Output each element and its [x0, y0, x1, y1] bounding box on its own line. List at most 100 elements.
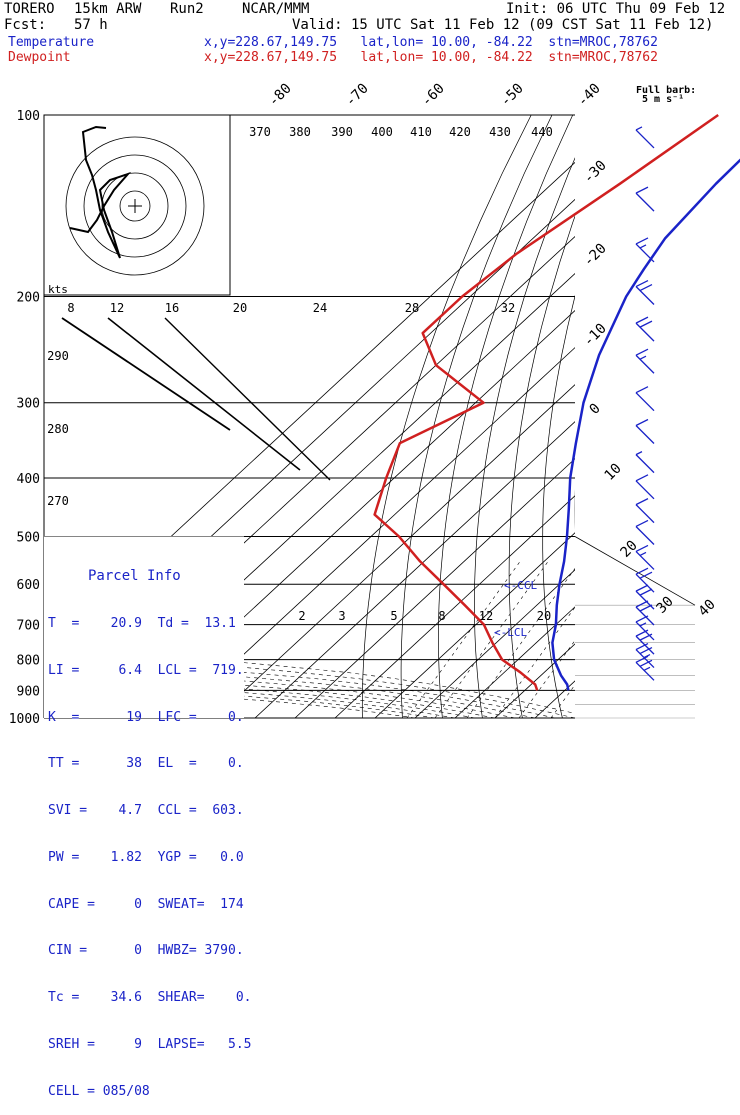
theta-label: 440 — [531, 125, 553, 139]
parcel-info-row: SVI = 4.7 CCL = 603. — [48, 803, 244, 819]
parcel-info-row: PW = 1.82 YGP = 0.0 — [48, 849, 244, 865]
dewpoint-legend: Dewpoint — [8, 50, 71, 65]
wind-barb-flag — [635, 615, 649, 623]
pressure-tick-label: 200 — [17, 291, 40, 306]
theta-label: 410 — [410, 125, 432, 139]
isotherm-line — [534, 680, 575, 718]
isotherm-tick-label: -60 — [419, 81, 448, 110]
hodograph-speed-label: 8 — [67, 301, 74, 315]
theta-label: 290 — [47, 349, 69, 363]
wind-barb-staff — [635, 606, 655, 626]
wind-barb — [635, 126, 655, 149]
theta-label: 270 — [47, 494, 69, 508]
pressure-tick-label: 300 — [17, 397, 40, 412]
moist-adiabat-line — [44, 653, 556, 718]
isotherm-tick-label: 10 — [602, 461, 625, 484]
dewpoint-profile-line — [373, 113, 719, 691]
pressure-tick-label: 800 — [17, 654, 40, 669]
wind-barb-staff — [635, 192, 655, 212]
wind-barb-flag — [639, 283, 653, 292]
isotherm-line — [574, 717, 575, 718]
wind-barb-flag — [639, 320, 653, 328]
isotherm-tick-label: 30 — [654, 594, 677, 617]
hodograph — [43, 114, 231, 296]
wind-barb-staff — [635, 550, 655, 570]
mixing-ratio-label: 5 — [390, 609, 397, 623]
wind-barb-half-flag — [639, 355, 647, 360]
init-time: Init: 06 UTC Thu 09 Feb 12 — [506, 1, 726, 17]
isotherm-line — [214, 384, 575, 718]
wind-barb — [635, 279, 655, 305]
wind-barb-flag — [635, 279, 649, 288]
dry-adiabat-line — [542, 294, 575, 718]
dry-adiabat-line — [361, 115, 532, 718]
wind-barb-staff — [635, 322, 655, 342]
parcel-info-panel: Parcel Info T = 20.9 Td = 13.1 LI = 6.4 … — [48, 538, 252, 1115]
wind-barb-flag — [639, 604, 653, 612]
model-resolution: 15km ARW — [74, 1, 142, 17]
theta-label: 370 — [249, 125, 271, 139]
wind-barb-half-flag — [639, 244, 647, 249]
wind-barb-staff — [635, 480, 655, 500]
parcel-info-row: LI = 6.4 LCL = 719. — [48, 662, 244, 678]
model-name: TORERO — [4, 1, 55, 17]
theta-label: 390 — [331, 125, 353, 139]
isotherm-tick-label: 0 — [587, 401, 604, 418]
barb-panel-edge — [574, 536, 696, 606]
forecast-label: Fcst: — [4, 17, 47, 33]
pressure-tick-label: 100 — [17, 109, 40, 124]
temperature-location: x,y=228.67,149.75 lat,lon= 10.00, -84.22… — [204, 35, 658, 50]
hodograph-speed-label: 16 — [165, 301, 179, 315]
isotherm-tick-label: -20 — [581, 241, 610, 270]
wind-barb-flag — [635, 316, 649, 324]
dry-adiabat-line — [637, 115, 697, 718]
wind-barb — [635, 451, 655, 474]
wind-barb-flag — [635, 584, 649, 592]
wind-barb-staff — [635, 526, 655, 545]
dry-adiabat-line — [695, 115, 740, 718]
parcel-info-row: CIN = 0 HWBZ= 3790. — [48, 943, 244, 959]
dry-adiabat-line — [723, 115, 740, 718]
isotherm-line — [655, 115, 740, 718]
mixing-ratio-label: 12 — [479, 609, 493, 623]
isotherm-tick-label: 40 — [696, 597, 719, 620]
wind-barb-staff — [635, 243, 655, 263]
parcel-info-background — [44, 536, 244, 718]
isotherm-line — [414, 569, 575, 718]
wind-barb — [635, 474, 655, 500]
hodograph-frame — [43, 114, 231, 296]
valid-time: Valid: 15 UTC Sat 11 Feb 12 (09 CST Sat … — [292, 17, 714, 33]
isotherm-line — [294, 458, 575, 718]
mixing-ratio-label: 20 — [537, 609, 551, 623]
wind-barb — [635, 186, 655, 212]
pressure-tick-label: 700 — [17, 619, 40, 634]
isotherm-line — [494, 643, 575, 718]
mixing-ratio-label: 2 — [298, 609, 305, 623]
wind-barb-flag — [639, 588, 653, 596]
isotherm-line — [374, 532, 575, 718]
wind-barb-staff — [635, 286, 655, 305]
pressure-tick-label: 1000 — [9, 712, 40, 727]
wind-barb — [635, 418, 655, 444]
wind-barb-staff — [635, 454, 655, 474]
hodograph-units-label: kts — [48, 283, 68, 296]
wind-barb-staff — [635, 425, 655, 444]
parcel-info-row: CELL = 085/08 — [48, 1083, 150, 1099]
barb-key-units: 5 m s⁻¹ — [642, 94, 685, 105]
run-label: Run2 — [170, 1, 204, 17]
source-label: NCAR/MMM — [242, 1, 310, 17]
theta-label: 420 — [449, 125, 471, 139]
wind-barb-staff — [635, 392, 655, 412]
wind-barb — [635, 348, 655, 374]
wind-barb — [635, 386, 655, 412]
isotherm-tick-label: -50 — [498, 81, 527, 110]
wind-barb-flag — [635, 348, 649, 356]
wind-barb-flag — [635, 629, 649, 637]
isotherm-line — [254, 421, 575, 718]
wind-barb-flag — [639, 646, 653, 655]
lcl-marker-label: <-CCL — [504, 579, 537, 592]
parcel-info-row: T = 20.9 Td = 13.1 — [48, 615, 236, 631]
theta-label: 280 — [47, 422, 69, 436]
wind-barb-flag — [639, 571, 653, 579]
